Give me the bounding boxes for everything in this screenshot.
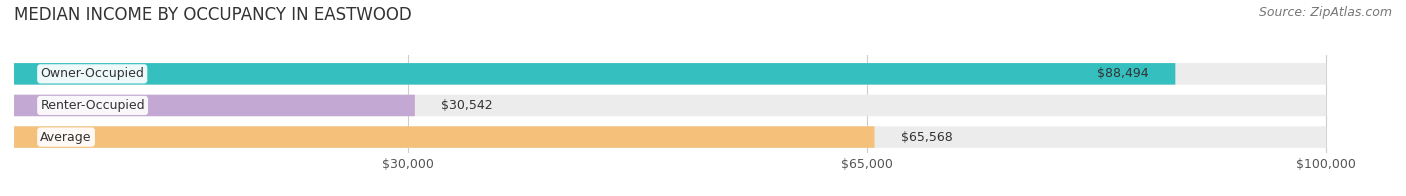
Text: Source: ZipAtlas.com: Source: ZipAtlas.com xyxy=(1258,6,1392,19)
FancyBboxPatch shape xyxy=(14,95,415,116)
Text: $30,542: $30,542 xyxy=(441,99,492,112)
FancyBboxPatch shape xyxy=(14,126,1326,148)
FancyBboxPatch shape xyxy=(14,95,1326,116)
Text: Owner-Occupied: Owner-Occupied xyxy=(41,67,145,80)
FancyBboxPatch shape xyxy=(14,63,1326,85)
Text: Renter-Occupied: Renter-Occupied xyxy=(41,99,145,112)
FancyBboxPatch shape xyxy=(14,126,875,148)
Text: Average: Average xyxy=(41,131,91,144)
Text: $65,568: $65,568 xyxy=(901,131,952,144)
FancyBboxPatch shape xyxy=(14,63,1175,85)
Text: $88,494: $88,494 xyxy=(1098,67,1149,80)
Text: MEDIAN INCOME BY OCCUPANCY IN EASTWOOD: MEDIAN INCOME BY OCCUPANCY IN EASTWOOD xyxy=(14,6,412,24)
